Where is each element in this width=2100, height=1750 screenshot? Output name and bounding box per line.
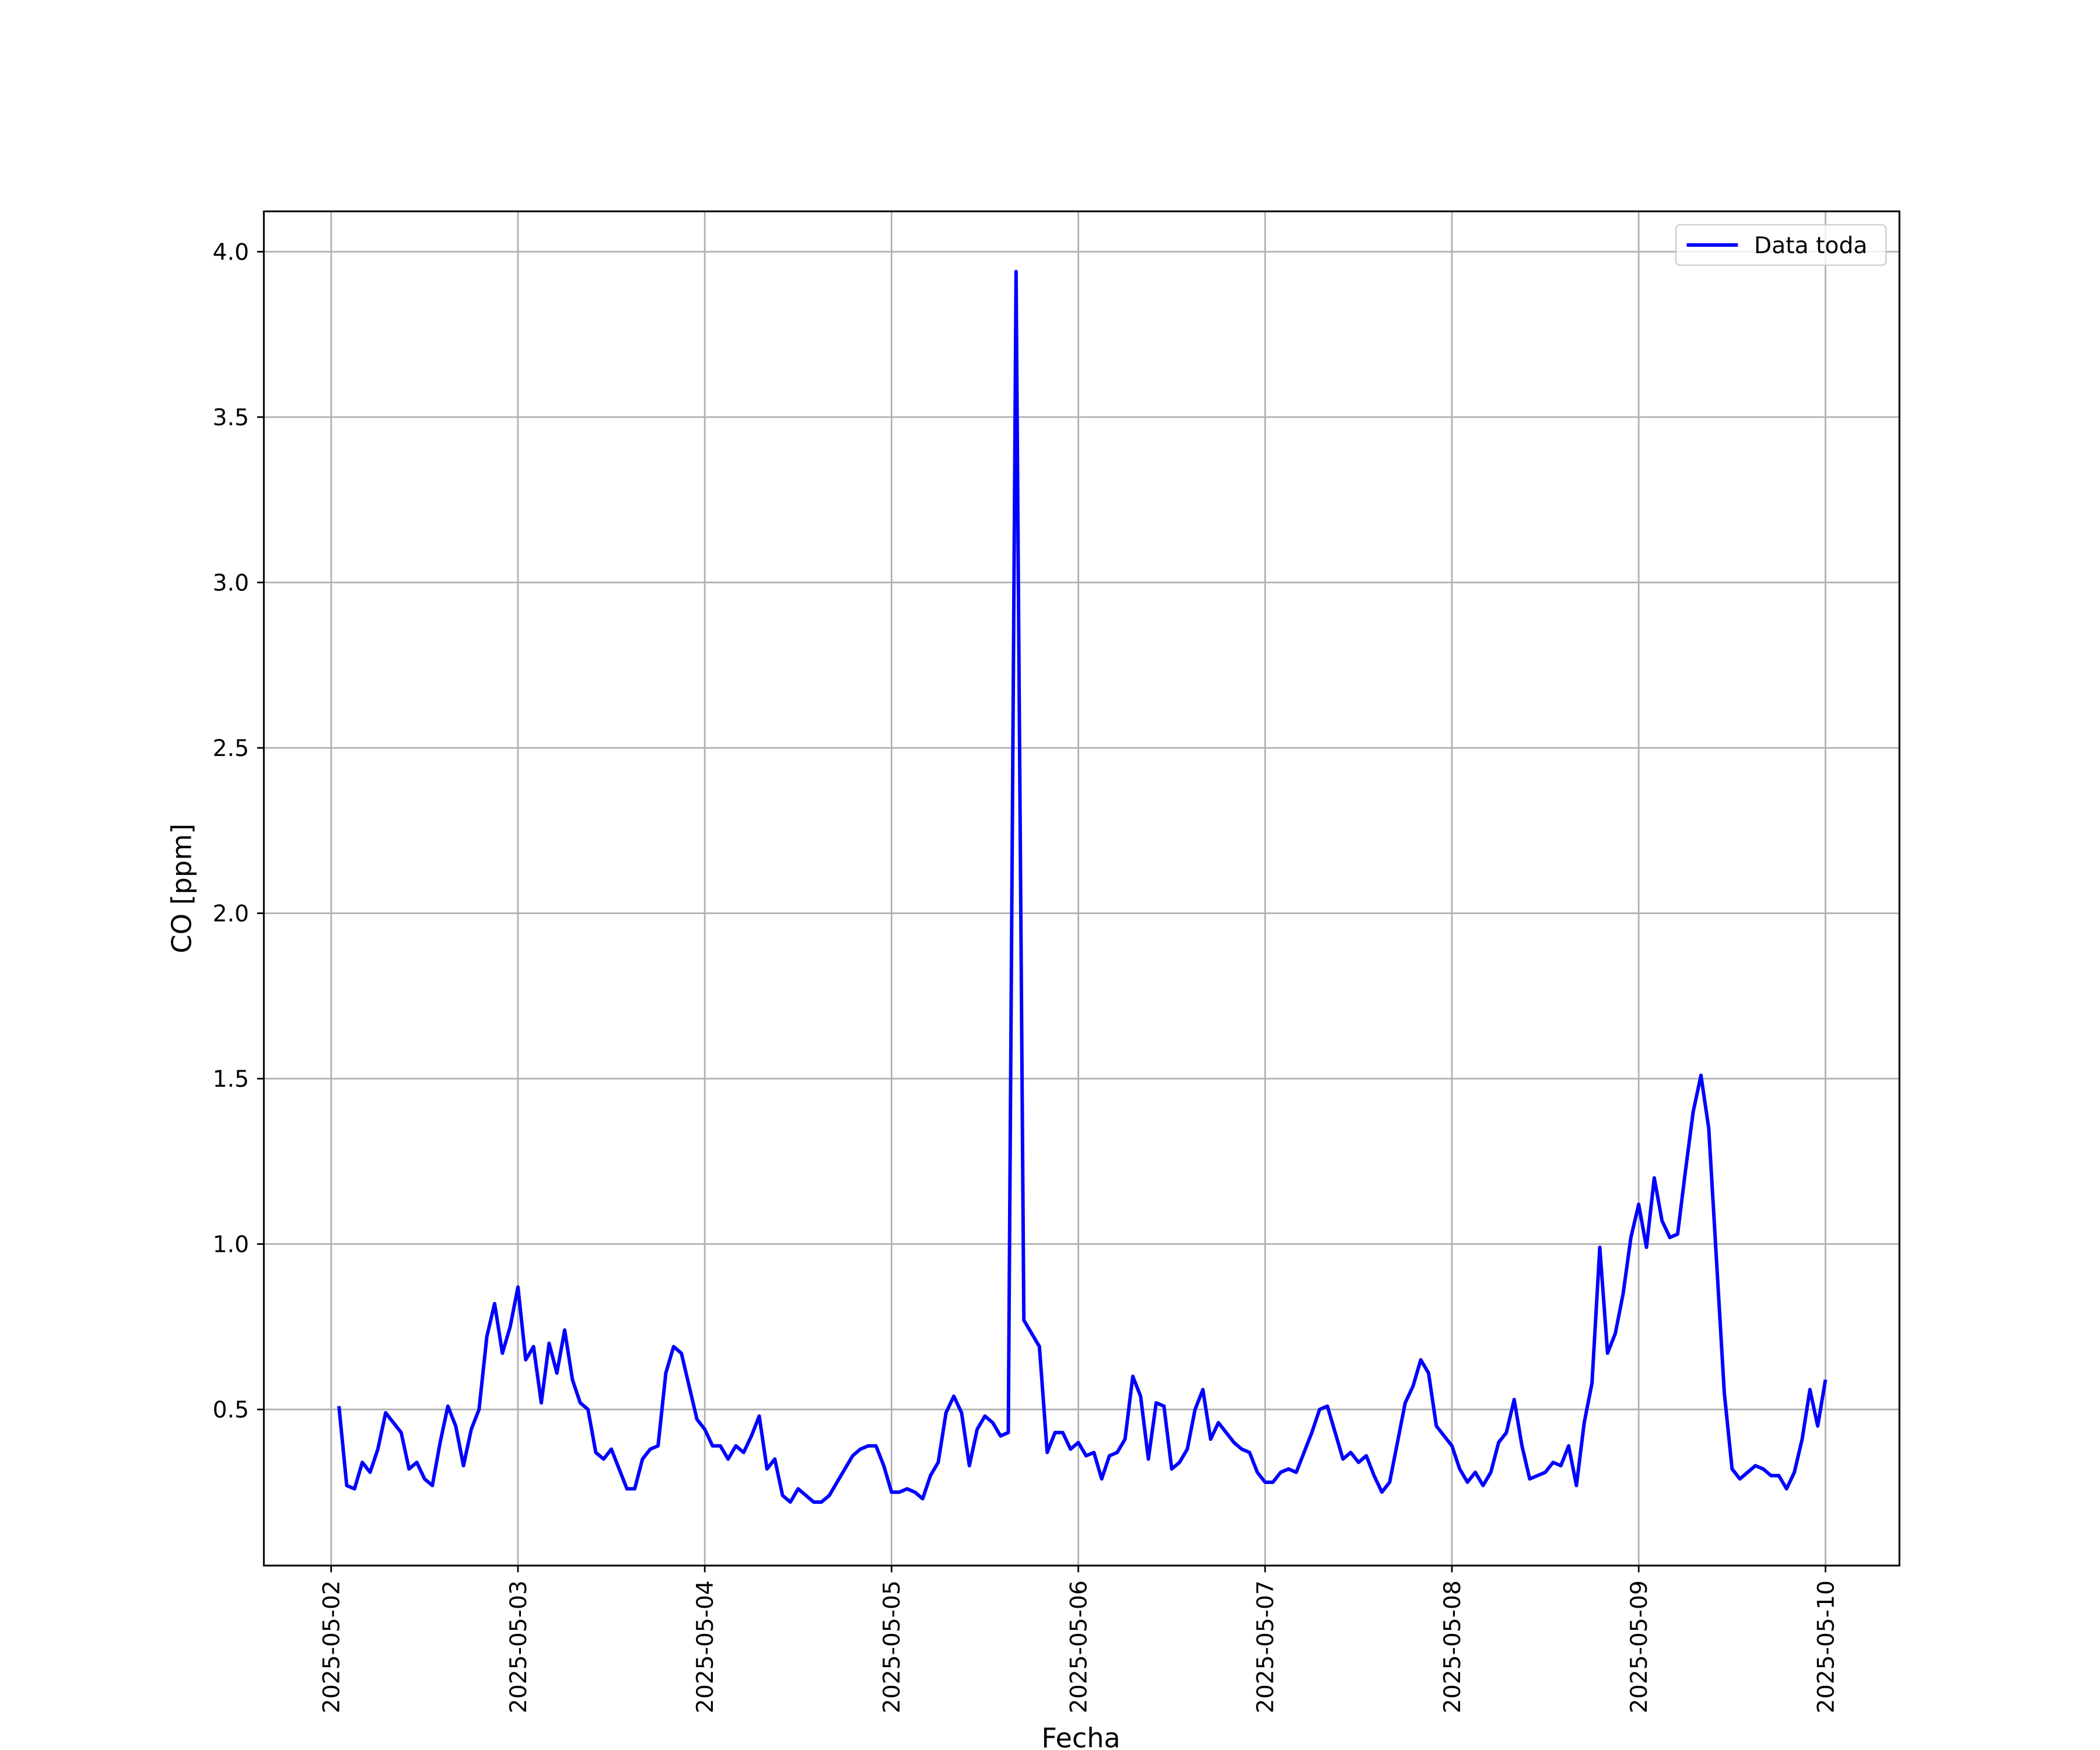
data-line [337, 270, 1828, 1504]
y-axis-label: CO [ppm] [166, 824, 198, 954]
y-tick-label: 1.0 [213, 1232, 249, 1258]
plot-frame [262, 210, 1901, 1567]
x-tick-label: 2025-05-03 [506, 1580, 532, 1713]
y-tick-label: 2.0 [213, 901, 249, 927]
legend: Data toda [1675, 224, 1887, 266]
y-tick-label: 1.5 [213, 1066, 249, 1093]
grid [264, 211, 1900, 1566]
x-tick-label: 2025-05-09 [1626, 1580, 1653, 1713]
x-tick-label: 2025-05-04 [692, 1580, 719, 1713]
x-tick-label: 2025-05-08 [1440, 1580, 1466, 1713]
legend-box [1675, 224, 1887, 266]
plot [337, 270, 1828, 1504]
legend-label: Data toda [1754, 233, 1867, 259]
x-tick-label: 2025-05-10 [1813, 1580, 1839, 1713]
x-tick-label: 2025-05-05 [879, 1580, 905, 1713]
x-tick-label: 2025-05-02 [319, 1580, 345, 1713]
y-tick-label: 3.0 [213, 570, 249, 596]
y-tick-label: 3.5 [213, 405, 249, 431]
x-tick-label: 2025-05-06 [1066, 1580, 1092, 1713]
x-tick-label: 2025-05-07 [1253, 1580, 1279, 1713]
y-tick-label: 0.5 [213, 1397, 249, 1423]
x-axis-label: Fecha [1041, 1722, 1120, 1750]
y-tick-label: 4.0 [213, 239, 249, 265]
y-tick-label: 2.5 [213, 736, 249, 762]
